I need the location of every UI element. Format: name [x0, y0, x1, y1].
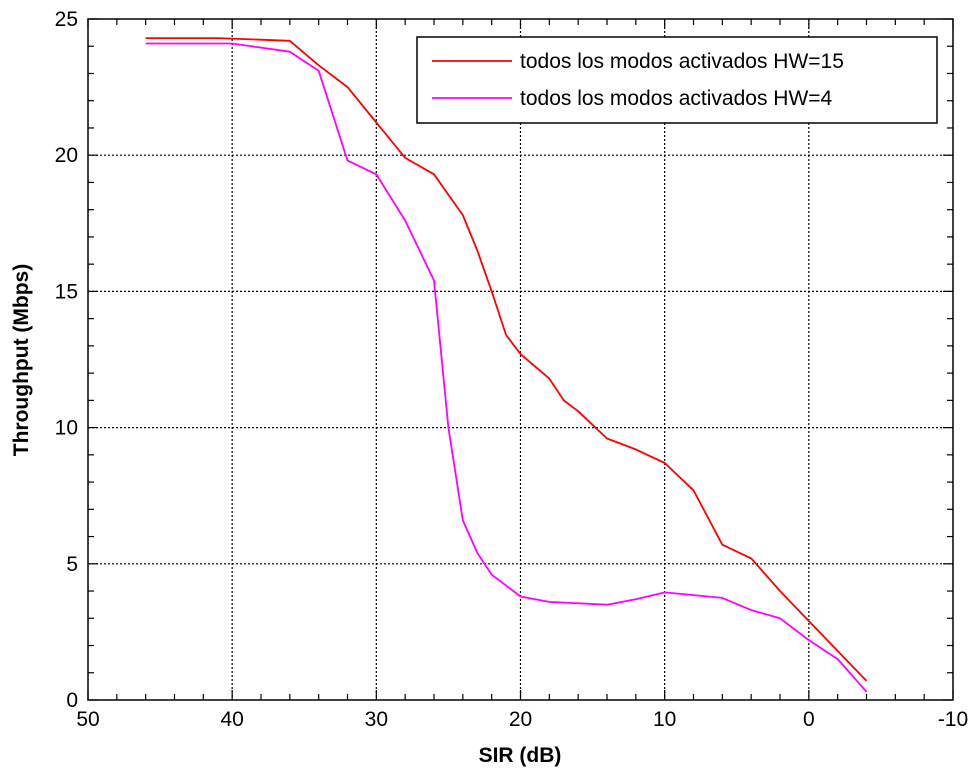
y-tick-label: 10: [55, 417, 78, 440]
x-tick-label: 20: [509, 708, 532, 731]
legend-box: [416, 36, 938, 124]
plot-frame: [87, 18, 954, 701]
series-lines: [145, 37, 868, 693]
y-tick-labels: 0 5 10 15 20 25: [55, 8, 78, 712]
x-tick-label: 0: [803, 708, 815, 731]
x-tick-label: 10: [653, 708, 676, 731]
x-tick-labels: 50 40 30 20 10 0 -10: [76, 708, 968, 731]
x-axis-label: SIR (dB): [479, 744, 562, 767]
y-tick-label: 5: [66, 553, 78, 576]
legend: todos los modos activados HW=15 todos los…: [416, 36, 938, 124]
legend-label: todos los modos activados HW=15: [520, 50, 844, 73]
x-tick-label: -10: [938, 708, 968, 731]
y-axis-label: Throughput (Mbps): [10, 264, 33, 456]
y-tick-label: 15: [55, 280, 78, 303]
y-tick-label: 20: [55, 144, 78, 167]
x-tick-label: 40: [220, 708, 243, 731]
legend-label: todos los modos activados HW=4: [520, 87, 833, 110]
y-tick-label: 25: [55, 8, 78, 31]
grid-lines: [88, 19, 953, 700]
x-tick-label: 30: [365, 708, 388, 731]
x-tick-label: 50: [76, 708, 99, 731]
y-tick-label: 0: [66, 689, 78, 712]
series-line: [145, 42, 868, 693]
series-line: [145, 37, 868, 682]
